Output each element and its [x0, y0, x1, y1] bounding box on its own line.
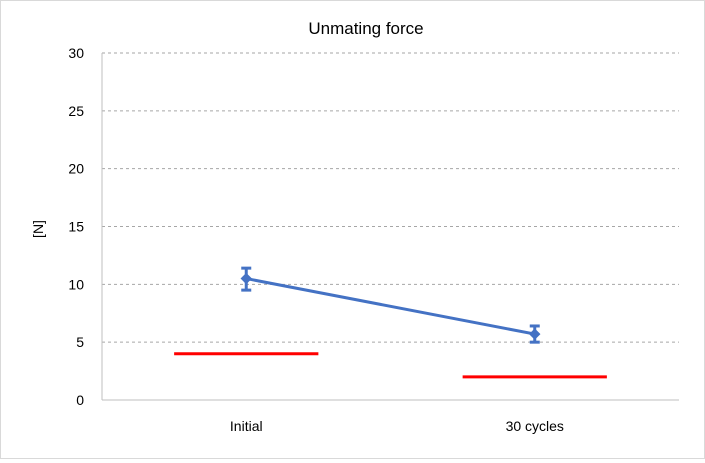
- series-layer: [240, 266, 541, 344]
- y-tick-label-25: 25: [68, 103, 84, 119]
- y-tick-label-30: 30: [68, 45, 84, 61]
- grid-layer: [102, 52, 679, 343]
- axis-layer: [101, 53, 679, 401]
- x-tick-label-30-cycles: 30 cycles: [506, 418, 564, 434]
- y-tick-label-15: 15: [68, 219, 84, 235]
- y-tick-label-5: 5: [76, 334, 84, 350]
- y-axis-label: [N]: [30, 220, 46, 238]
- x-tick-label-initial: Initial: [230, 418, 263, 434]
- y-tick-label-20: 20: [68, 161, 84, 177]
- reference-line-layer: [174, 352, 607, 379]
- data-point-1: [529, 328, 541, 340]
- y-tick-label-10: 10: [68, 276, 84, 292]
- series-line-0: [245, 277, 536, 336]
- y-tick-label-0: 0: [76, 392, 84, 408]
- chart-title: Unmating force: [308, 19, 423, 38]
- data-point-0: [240, 272, 252, 285]
- tick-label-layer: 0 5 10 15 20 25 30 Initial 30 cycles: [68, 45, 564, 434]
